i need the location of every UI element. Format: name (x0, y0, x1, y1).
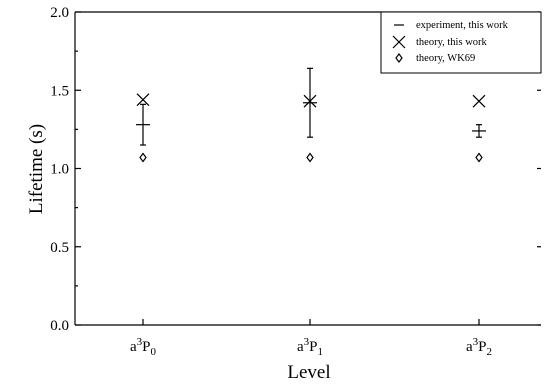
legend: experiment, this work theory, this work th… (380, 11, 542, 74)
legend-label: experiment, this work (416, 20, 509, 31)
y-tick-label: 0.0 (50, 318, 69, 334)
legend-symbol-theory-wk69 (395, 53, 403, 63)
x-tick-label: a3P0 (130, 336, 157, 358)
legend-label: theory, WK69 (416, 53, 475, 64)
data-marks (136, 67, 486, 163)
x-tick-label: a3P2 (466, 336, 492, 358)
experiment-point (303, 67, 317, 138)
theory-wk69-point (139, 152, 147, 163)
theory-wk69-point (475, 152, 483, 163)
legend-symbol-theory-this-work (392, 35, 406, 49)
y-tick-label: 1.5 (50, 83, 69, 99)
y-tick-label: 1.0 (50, 162, 69, 178)
y-axis-title: Lifetime (s) (26, 124, 47, 214)
legend-label: theory, this work (416, 37, 488, 48)
experiment-point (472, 124, 486, 138)
y-tick-label: 0.5 (50, 240, 69, 256)
x-axis: a3P0 a3P1 a3P2 (130, 319, 492, 358)
x-axis-title: Level (287, 362, 330, 383)
theory-this-work-point (136, 93, 150, 107)
theory-this-work-point (303, 94, 317, 108)
y-tick-label: 2.0 (50, 5, 69, 21)
theory-wk69-point (306, 152, 314, 163)
theory-this-work-point (472, 94, 486, 108)
experiment-point (136, 103, 150, 146)
x-tick-label: a3P1 (297, 336, 323, 358)
legend-box (380, 11, 542, 74)
